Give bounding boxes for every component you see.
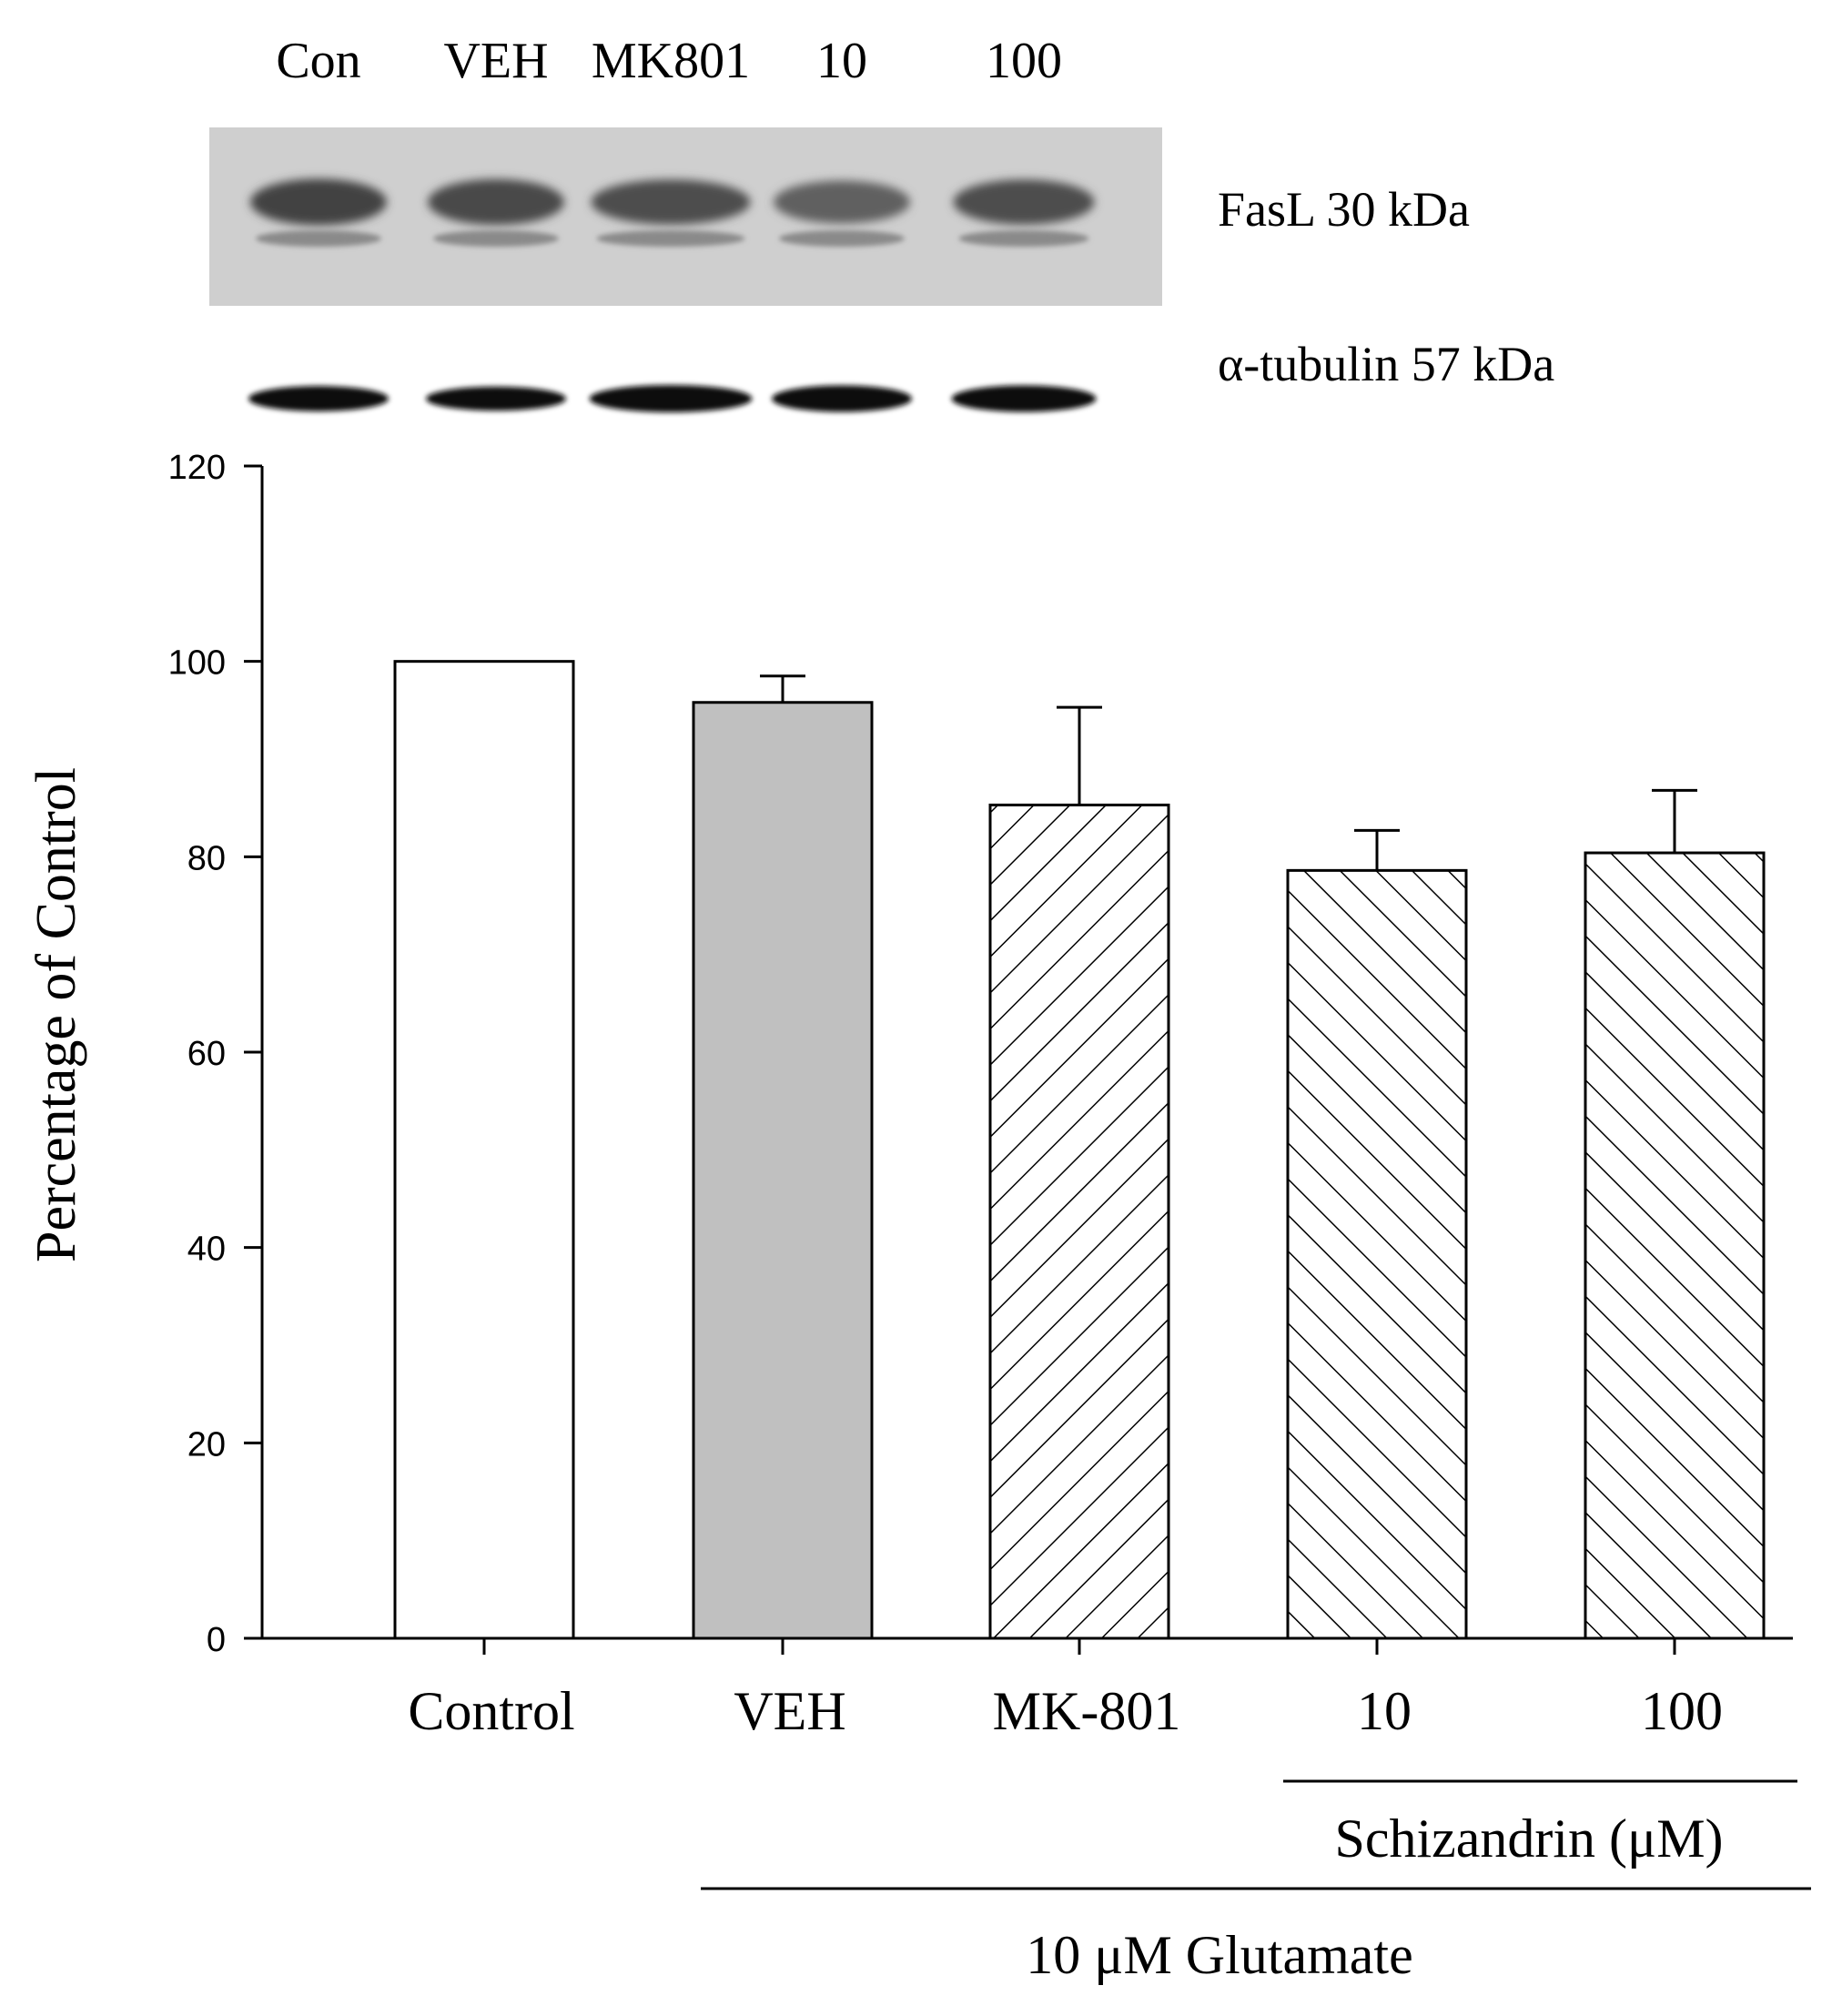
lane-label-0: Con <box>276 33 360 89</box>
fasl-band-1 <box>428 178 564 226</box>
bar-1 <box>692 701 874 1640</box>
tubulin-band-4 <box>951 385 1097 412</box>
x-tick-label-2: MK-801 <box>993 1681 1181 1741</box>
glutamate-label: 10 μM Glutamate <box>1026 1925 1412 1985</box>
x-tick-label-0: Control <box>408 1681 574 1741</box>
tubulin-band-3 <box>772 385 912 412</box>
y-tick-label-120: 120 <box>168 449 226 487</box>
fasl-band-lower-3 <box>779 230 905 247</box>
y-tick-label-60: 60 <box>187 1035 226 1073</box>
fasl-band-2 <box>591 179 751 225</box>
fasl-band-3 <box>774 180 910 224</box>
y-tick-label-80: 80 <box>187 839 226 877</box>
x-tick-label-4: 100 <box>1641 1681 1723 1741</box>
fasl-band-4 <box>953 179 1095 225</box>
y-tick-label-40: 40 <box>187 1231 226 1269</box>
bar-3 <box>1286 868 1468 1640</box>
lane-label-4: 100 <box>986 33 1062 89</box>
lane-labels: Con VEH MK801 10 100 <box>276 33 1062 89</box>
x-tick-label-1: VEH <box>734 1681 845 1741</box>
tubulin-label: α-tubulin 57 kDa <box>1218 337 1554 391</box>
bars <box>393 660 1766 1640</box>
y-tick-label-100: 100 <box>168 644 226 683</box>
fasl-band-lower-0 <box>256 230 381 247</box>
fasl-band-0 <box>250 178 387 226</box>
error-bars <box>760 674 1697 871</box>
lane-label-3: 10 <box>816 33 867 89</box>
fasl-band-lower-2 <box>596 230 745 247</box>
fasl-blot <box>209 127 1162 306</box>
tubulin-band-0 <box>248 386 389 411</box>
y-tick-label-0: 0 <box>207 1621 226 1659</box>
fasl-band-lower-4 <box>958 230 1089 247</box>
x-tick-label-3: 10 <box>1357 1681 1412 1741</box>
bar-2 <box>988 803 1170 1640</box>
tubulin-blot <box>248 385 1097 412</box>
tubulin-band-2 <box>589 385 753 412</box>
bar-4 <box>1584 851 1766 1640</box>
bar-0 <box>393 660 575 1640</box>
lane-label-2: MK801 <box>592 33 750 89</box>
x-tick-labels: Control VEH MK-801 10 100 <box>408 1681 1723 1741</box>
fasl-label: FasL 30 kDa <box>1218 182 1470 237</box>
schizandrin-label: Schizandrin (μM) <box>1334 1808 1723 1869</box>
y-tick-label-20: 20 <box>187 1425 226 1464</box>
y-axis-label: Percentage of Control <box>25 767 87 1262</box>
lane-label-1: VEH <box>443 33 548 89</box>
fasl-band-lower-1 <box>433 230 559 247</box>
tubulin-band-1 <box>426 386 566 411</box>
